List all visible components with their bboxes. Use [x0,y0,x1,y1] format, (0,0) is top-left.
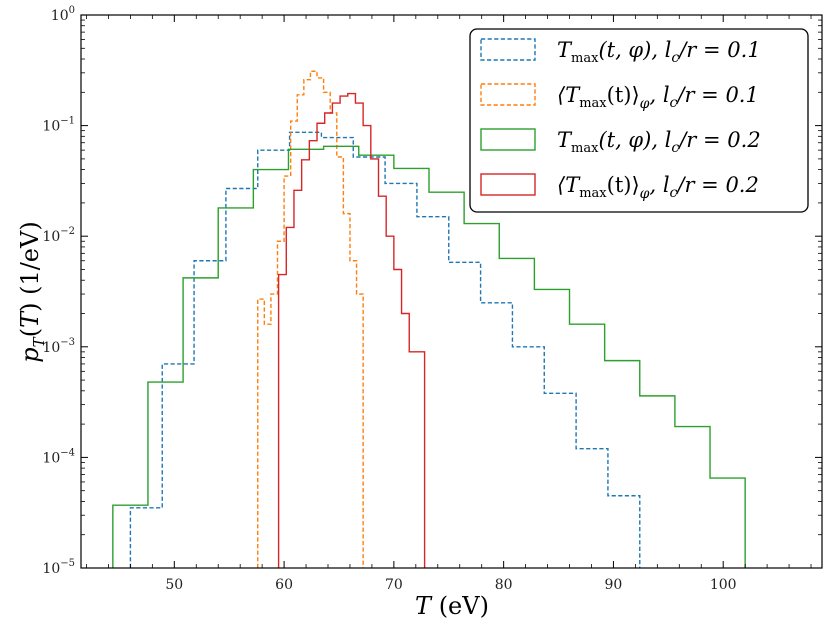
legend-label-3: Tmax(t, φ), lc/r = 0.2 [557,128,761,156]
series-3-step [112,145,746,568]
y-tick-label: 10−2 [42,226,75,245]
series-layer [112,70,746,568]
x-tick-label: 80 [495,577,513,593]
legend-label-1: Tmax(t, φ), lc/r = 0.1 [557,38,761,66]
y-tick-label: 10−1 [42,116,75,135]
legend: Tmax(t, φ), lc/r = 0.1 ⟨Tmax(t)⟩φ, lc/r =… [469,28,809,213]
y-tick-label: 10−5 [42,558,75,577]
series-1-step [129,131,641,568]
x-tick-label: 60 [275,577,293,593]
series-2-step [257,70,364,568]
legend-label-4: ⟨Tmax(t)⟩φ, lc/r = 0.2 [557,173,759,202]
legend-swatch-2 [480,83,536,106]
y-tick-label: 100 [51,5,75,24]
y-tick-label: 10−3 [42,337,75,356]
legend-box [469,28,809,213]
x-tick-label: 90 [605,577,623,593]
ticks-layer: 50 60 70 80 90 100 10−5 10−4 10−3 10−2 10−1 100 [42,5,822,593]
plot-frame [80,14,823,569]
legend-swatch-3 [480,128,536,151]
legend-label-2: ⟨Tmax(t)⟩φ, lc/r = 0.1 [557,83,759,112]
y-axis-label: pT(T) (1/eV) [16,221,48,362]
x-axis-label: T (eV) [415,592,489,620]
legend-swatch-4 [480,173,536,196]
legend-swatch-1 [480,38,536,61]
x-tick-label: 100 [710,577,737,593]
legend-items: Tmax(t, φ), lc/r = 0.1 ⟨Tmax(t)⟩φ, lc/r =… [480,38,761,202]
x-tick-label: 50 [165,577,183,593]
x-tick-label: 70 [385,577,403,593]
y-tick-label: 10−4 [42,447,75,466]
series-4-step [277,92,426,568]
